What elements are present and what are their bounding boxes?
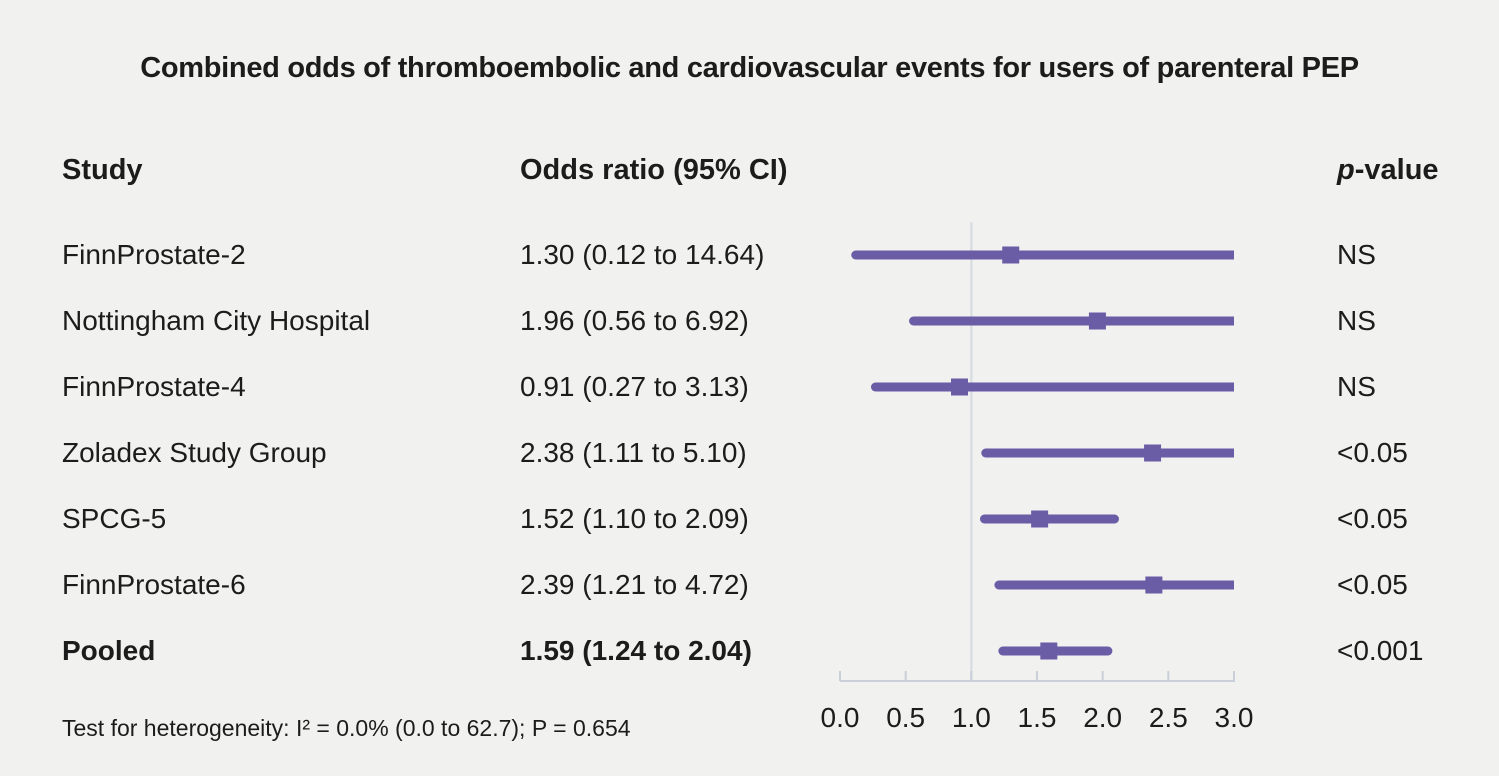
odds-ratio-marker [951,378,969,396]
p-value: <0.05 [1337,503,1408,534]
odds-ratio-value: 0.91 (0.27 to 3.13) [520,371,749,402]
p-value: NS [1337,239,1376,270]
ci-low-cap [909,316,919,326]
study-label: Pooled [62,635,156,666]
x-axis-tick-label: 0.0 [821,702,860,733]
ci-low-cap [979,514,989,524]
study-label: FinnProstate-2 [62,239,246,270]
x-axis-tick-label: 1.0 [952,702,991,733]
figure-title: Combined odds of thromboembolic and card… [140,52,1359,84]
odds-ratio-marker [1040,642,1058,660]
ci-high-cap [1109,514,1119,524]
x-axis-tick-label: 2.0 [1083,702,1122,733]
odds-ratio-value: 2.39 (1.21 to 4.72) [520,569,749,600]
column-header-study: Study [62,154,143,186]
ci-high-cap [1103,646,1113,656]
p-value: NS [1337,305,1376,336]
ci-low-cap [851,250,861,260]
odds-ratio-value: 2.38 (1.11 to 5.10) [520,437,747,468]
odds-ratio-marker [1144,444,1162,462]
odds-ratio-marker [1088,312,1106,330]
odds-ratio-value: 1.59 (1.24 to 2.04) [520,635,752,666]
ci-low-cap [981,448,991,458]
x-axis-tick-label: 2.5 [1149,702,1188,733]
p-value-header-italic-p: p [1337,154,1355,186]
p-value: <0.05 [1337,437,1408,468]
ci-low-cap [994,580,1004,590]
study-label: FinnProstate-6 [62,569,246,600]
x-axis-tick-label: 3.0 [1215,702,1254,733]
odds-ratio-marker [1145,576,1163,594]
study-label: FinnProstate-4 [62,371,246,402]
column-header-odds-ratio: Odds ratio (95% CI) [520,154,788,186]
study-label: Zoladex Study Group [62,437,327,468]
odds-ratio-value: 1.52 (1.10 to 2.09) [520,503,749,534]
p-value: NS [1337,371,1376,402]
p-value: <0.05 [1337,569,1408,600]
odds-ratio-marker [1031,510,1049,528]
x-axis-tick-label: 0.5 [886,702,925,733]
odds-ratio-marker [1002,246,1020,264]
ci-low-cap [998,646,1008,656]
study-label: Nottingham City Hospital [62,305,371,336]
ci-low-cap [870,382,880,392]
odds-ratio-value: 1.30 (0.12 to 14.64) [520,239,765,270]
x-axis-tick-label: 1.5 [1018,702,1057,733]
p-value: <0.001 [1337,635,1424,666]
p-value-header-suffix: -value [1354,154,1439,186]
heterogeneity-note: Test for heterogeneity: I² = 0.0% (0.0 t… [62,715,631,741]
column-header-p-value: p-value [1337,150,1439,190]
study-label: SPCG-5 [62,503,167,534]
odds-ratio-value: 1.96 (0.56 to 6.92) [520,305,749,336]
